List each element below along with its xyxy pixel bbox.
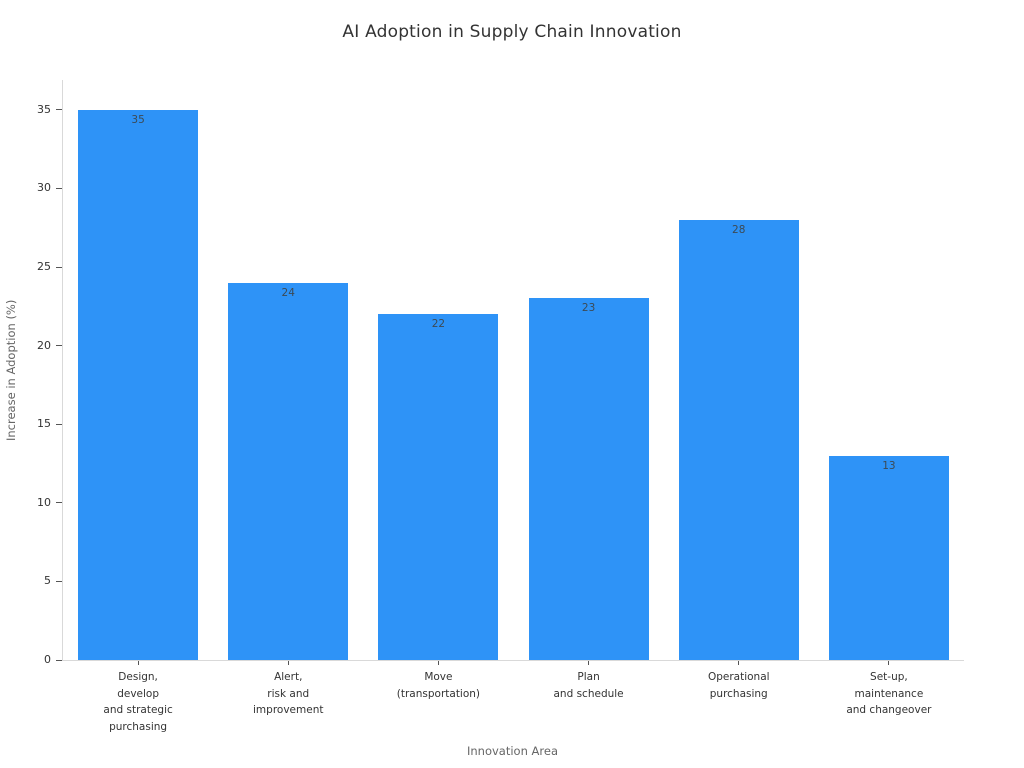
x-tick-mark	[588, 661, 590, 665]
y-tick-label: 30	[37, 181, 51, 195]
x-tick-label: Set-up, maintenance and changeover	[846, 671, 932, 717]
x-axis-title: Innovation Area	[466, 744, 558, 758]
y-tick-mark	[56, 580, 62, 582]
bar: 13	[828, 455, 949, 660]
y-tick-label: 0	[44, 653, 51, 666]
bar-value-label: 22	[431, 318, 446, 331]
y-tick-mark	[56, 659, 62, 661]
y-tick-label: 5	[44, 574, 51, 588]
bar-value-label: 28	[732, 223, 746, 236]
bar-value-label: 24	[281, 286, 295, 299]
y-tick-label: 35	[37, 102, 51, 116]
x-tick-label: Alert, risk and improvement	[253, 671, 324, 717]
y-tick-mark	[56, 187, 62, 189]
bar: 28	[678, 219, 799, 660]
x-tick-mark	[437, 661, 439, 665]
y-tick-label: 20	[37, 338, 51, 352]
y-tick-label: 25	[37, 260, 51, 274]
y-tick-mark	[56, 502, 62, 504]
x-tick-label: Move (transportation)	[396, 671, 481, 700]
y-axis-title: Increase in Adoption (%)	[4, 299, 18, 441]
y-tick-mark	[56, 266, 62, 268]
bar: 35	[78, 109, 199, 660]
y-tick-mark	[56, 345, 62, 347]
y-tick-mark	[56, 423, 62, 425]
plot-area: 0 5 10 15 20 25 30 35 35 Design, develop and stra…	[37, 80, 964, 733]
x-tick-label: Plan and schedule	[553, 671, 624, 700]
bar-value-label: 13	[882, 459, 896, 472]
y-tick-label: 10	[37, 495, 51, 509]
y-tick-label: 15	[37, 417, 51, 431]
x-tick-mark	[888, 661, 890, 665]
bar-value-label: 35	[131, 113, 145, 126]
bar-value-label: 23	[581, 302, 596, 315]
x-tick-mark	[738, 661, 740, 665]
x-tick-label: Operational purchasing	[707, 671, 770, 700]
x-tick-label: Design, develop and strategic purchasing	[103, 671, 173, 733]
x-tick-mark	[137, 661, 139, 665]
bar: 24	[228, 282, 349, 660]
y-tick-mark	[56, 109, 62, 111]
bar: 22	[378, 314, 499, 660]
chart-title: AI Adoption in Supply Chain Innovation	[342, 22, 682, 42]
bar: 23	[528, 298, 649, 660]
x-tick-mark	[287, 661, 289, 665]
